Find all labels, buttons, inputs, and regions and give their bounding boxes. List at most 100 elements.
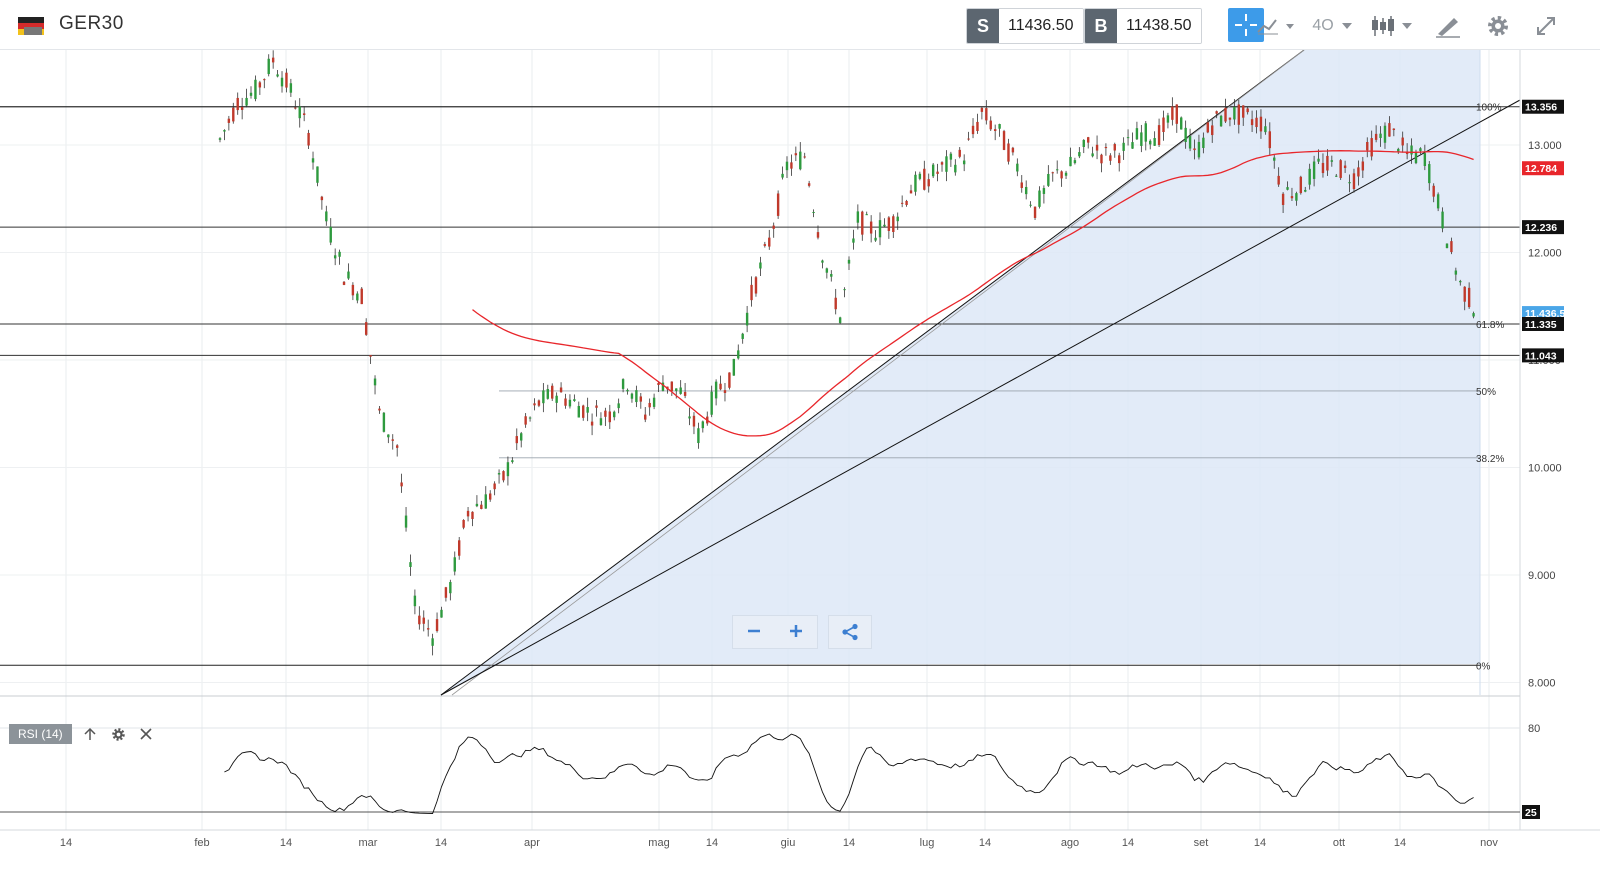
candle-body bbox=[1432, 185, 1435, 197]
candle-body bbox=[644, 414, 647, 420]
candle-body bbox=[989, 120, 992, 130]
candle-body bbox=[1335, 175, 1338, 177]
crosshair-button[interactable] bbox=[1228, 8, 1264, 42]
candle-body bbox=[249, 92, 253, 96]
candle-body bbox=[347, 271, 350, 279]
gear-icon bbox=[1488, 16, 1508, 36]
candle-body bbox=[338, 251, 341, 257]
flag-icon bbox=[18, 17, 44, 35]
rsi-indicator-label[interactable]: RSI (14) bbox=[9, 724, 72, 744]
candle-body bbox=[621, 379, 625, 389]
trendline bbox=[451, 50, 1305, 696]
candle-body bbox=[768, 237, 771, 247]
candle-body bbox=[980, 107, 984, 112]
candle-body bbox=[590, 421, 594, 426]
drawing-icon bbox=[1436, 18, 1460, 38]
candle-body bbox=[418, 615, 421, 625]
candle-body bbox=[582, 405, 585, 418]
candle-body bbox=[993, 129, 997, 132]
candle-body bbox=[267, 58, 270, 75]
candle-body bbox=[914, 174, 917, 192]
candle-body bbox=[586, 407, 589, 413]
candle-body bbox=[1286, 187, 1289, 190]
candle-body bbox=[1180, 117, 1183, 130]
candle-body bbox=[838, 317, 842, 323]
price-chart[interactable]: 100%61.8%50%38.2%0%13.00012.00011.00010.… bbox=[0, 50, 1600, 877]
candle-body bbox=[985, 108, 988, 121]
candlestick-icon bbox=[1372, 16, 1412, 36]
candle-body bbox=[1357, 167, 1360, 177]
rsi-close-button[interactable] bbox=[136, 724, 156, 744]
candle-body bbox=[998, 124, 1001, 129]
candle-body bbox=[923, 168, 926, 190]
price-marker-box bbox=[1522, 306, 1564, 321]
candle-body bbox=[240, 106, 244, 110]
candle-body bbox=[1171, 106, 1174, 120]
candle-body bbox=[1405, 152, 1409, 155]
trendline bbox=[440, 99, 1521, 696]
rsi-move-up-button[interactable] bbox=[80, 724, 100, 744]
price-marker-box bbox=[1522, 348, 1564, 363]
candle-body bbox=[223, 130, 226, 132]
candle-body bbox=[1295, 193, 1298, 201]
fibonacci-level-label: 0% bbox=[1476, 661, 1491, 672]
candle-body bbox=[1091, 153, 1094, 157]
fullscreen-icon bbox=[1537, 17, 1555, 35]
interval-button[interactable]: 4O bbox=[1310, 10, 1356, 42]
candle-body bbox=[799, 151, 802, 170]
rsi-settings-button[interactable] bbox=[108, 724, 128, 744]
candle-style-button[interactable] bbox=[1370, 10, 1416, 42]
candle-body bbox=[825, 268, 829, 273]
settings-button[interactable] bbox=[1482, 10, 1514, 42]
candle-body bbox=[329, 226, 332, 243]
sell-quote[interactable]: S 11436.50 bbox=[966, 8, 1084, 44]
candle-body bbox=[1370, 138, 1373, 157]
candle-body bbox=[493, 483, 496, 490]
candle-body bbox=[679, 387, 682, 394]
candle-body bbox=[821, 260, 824, 263]
drawing-tools-button[interactable] bbox=[1432, 10, 1464, 42]
zoom-in-button[interactable] bbox=[775, 619, 817, 645]
candle-body bbox=[466, 510, 470, 517]
candle-body bbox=[1445, 243, 1449, 249]
candle-body bbox=[311, 158, 315, 163]
candle-body bbox=[1348, 182, 1351, 184]
candle-body bbox=[604, 410, 607, 417]
interval-label: 4O bbox=[1312, 17, 1334, 34]
zoom-out-button[interactable] bbox=[733, 619, 775, 645]
candle-body bbox=[378, 408, 381, 411]
candle-body bbox=[1414, 152, 1418, 164]
fullscreen-button[interactable] bbox=[1530, 10, 1562, 42]
candle-body bbox=[1467, 287, 1471, 308]
price-marker-box bbox=[1522, 220, 1564, 235]
buy-quote[interactable]: B 11438.50 bbox=[1084, 8, 1202, 44]
rsi-current-box bbox=[1522, 805, 1540, 819]
time-tick-label: 14 bbox=[843, 837, 855, 849]
candle-body bbox=[1361, 161, 1365, 171]
candle-body bbox=[551, 385, 554, 399]
chevron-down-icon bbox=[1341, 23, 1352, 29]
chart-type-button[interactable] bbox=[1256, 10, 1300, 42]
candle-body bbox=[803, 156, 806, 158]
candle-body bbox=[1224, 107, 1227, 122]
share-button[interactable] bbox=[828, 615, 872, 649]
candle-body bbox=[1020, 182, 1023, 188]
candle-body bbox=[887, 217, 891, 231]
candle-body bbox=[413, 595, 417, 607]
zoom-controls bbox=[732, 615, 818, 649]
candle-body bbox=[391, 439, 394, 441]
price-marker-label: 11.335 bbox=[1525, 319, 1557, 331]
candle-body bbox=[1082, 139, 1085, 147]
candle-body bbox=[1140, 132, 1143, 146]
candle-body bbox=[533, 403, 536, 406]
candle-body bbox=[333, 255, 337, 259]
candle-body bbox=[670, 381, 674, 392]
time-tick-label: 14 bbox=[280, 837, 292, 849]
candle-body bbox=[626, 389, 629, 392]
crosshair-icon bbox=[1235, 14, 1257, 36]
candle-body bbox=[878, 220, 882, 238]
candle-body bbox=[1135, 128, 1139, 140]
candle-body bbox=[1321, 162, 1325, 174]
time-tick-label: 14 bbox=[1122, 837, 1134, 849]
candle-body bbox=[1118, 155, 1121, 164]
